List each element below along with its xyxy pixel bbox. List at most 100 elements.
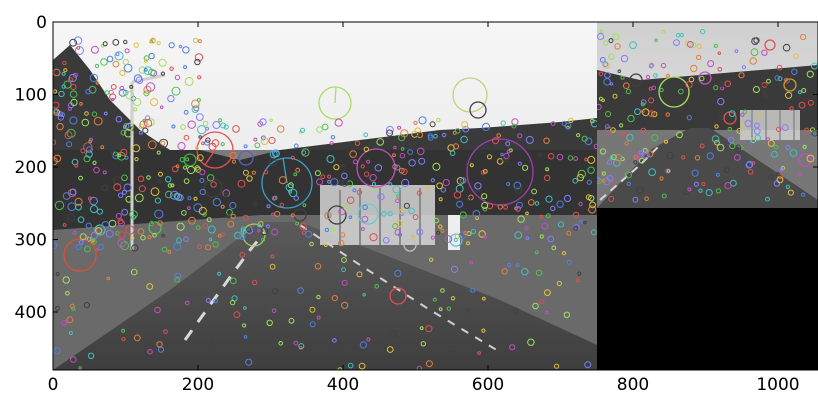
keypoint-circle	[234, 231, 242, 240]
keypoint-circle	[194, 53, 204, 62]
keypoint-circle	[789, 149, 798, 157]
keypoint-circle	[496, 133, 502, 138]
keypoint-circle	[736, 128, 743, 134]
keypoint-circle	[157, 220, 163, 226]
keypoint-circle	[466, 241, 470, 246]
keypoint-circle	[459, 211, 467, 219]
keypoint-circle	[376, 138, 385, 146]
keypoint-circle	[195, 113, 204, 121]
keypoint-circle	[687, 187, 692, 192]
keypoint-circle	[257, 228, 261, 233]
keypoint-circle	[125, 90, 135, 100]
keypoint-circle	[715, 172, 720, 177]
keypoint-circle	[242, 323, 247, 328]
keypoint-circle	[522, 164, 529, 171]
keypoint-circle	[713, 43, 718, 49]
keypoint-circle	[130, 268, 138, 276]
keypoint-circle	[397, 125, 402, 130]
keypoint-circle	[61, 84, 66, 89]
keypoint-circle	[90, 231, 98, 239]
keypoint-circle	[117, 144, 122, 149]
keypoint-circle	[152, 232, 157, 238]
keypoint-circle	[539, 214, 544, 219]
keypoint-circle	[806, 154, 815, 163]
keypoint-circle	[408, 207, 415, 215]
keypoint-circle	[364, 171, 370, 177]
keypoint-circle	[243, 306, 247, 310]
keypoint-circle	[436, 117, 441, 123]
keypoint-circle	[117, 153, 122, 158]
keypoint-circle	[57, 114, 64, 121]
keypoint-circle	[482, 169, 488, 174]
keypoint-circle	[293, 195, 299, 201]
keypoint-circle	[278, 176, 287, 185]
keypoint-circle	[337, 179, 345, 186]
keypoint-circle	[181, 210, 187, 216]
keypoint-circle	[316, 315, 321, 320]
keypoint-circle	[212, 121, 221, 129]
keypoint-circle	[626, 181, 631, 187]
keypoint-circle	[453, 237, 458, 242]
keypoint-circle	[512, 308, 519, 315]
keypoint-circle	[603, 78, 611, 86]
keypoint-circle	[85, 88, 91, 95]
keypoint-circle	[113, 183, 122, 192]
keypoint-circle	[695, 54, 702, 61]
keypoint-circle	[436, 230, 441, 235]
keypoints-main	[53, 36, 597, 370]
keypoint-circle	[223, 192, 229, 198]
keypoint-circle	[288, 317, 295, 324]
keypoint-circle	[186, 165, 196, 175]
keypoint-circle	[309, 306, 316, 313]
keypoint-circle	[202, 212, 207, 217]
keypoint-circle	[229, 299, 236, 306]
keypoint-circle	[521, 268, 529, 276]
keypoint-circle	[229, 201, 237, 210]
keypoint-circle	[81, 118, 90, 127]
keypoint-circle	[68, 73, 77, 83]
keypoint-circle	[276, 125, 285, 133]
keypoint-circle	[566, 230, 572, 236]
keypoint-circle	[467, 196, 472, 201]
keypoint-circle	[165, 190, 173, 199]
keypoint-circle	[362, 293, 366, 297]
keypoint-circle	[167, 249, 172, 254]
keypoint-circle	[528, 199, 535, 206]
keypoint-circle	[138, 185, 146, 193]
keypoint-circle	[506, 263, 512, 268]
keypoint-circle	[516, 201, 523, 209]
keypoint-circle	[297, 287, 304, 294]
keypoint-circle	[85, 222, 92, 229]
keypoint-circle	[187, 196, 192, 201]
keypoint-circle	[124, 48, 130, 54]
keypoint-circle	[72, 230, 77, 235]
keypoint-circle	[95, 227, 103, 235]
keypoint-circle	[634, 108, 641, 116]
keypoint-circle	[690, 42, 697, 49]
keypoint-circle	[358, 362, 366, 370]
keypoint-circle	[550, 205, 556, 212]
keypoint-circle	[117, 218, 124, 225]
keypoint-circle	[456, 177, 465, 185]
keypoint-circle	[158, 138, 169, 148]
keypoint-circle	[259, 118, 267, 126]
keypoint-circle	[169, 190, 179, 200]
keypoint-circle	[209, 340, 215, 346]
keypoint-circle	[146, 175, 151, 180]
keypoint-circle	[125, 195, 133, 203]
keypoint-circle	[475, 216, 479, 220]
keypoint-circle	[89, 205, 99, 214]
keypoint-circle	[517, 161, 522, 166]
keypoint-circle	[381, 211, 387, 217]
keypoint-circle	[290, 155, 295, 160]
keypoint-circle	[638, 150, 643, 155]
keypoint-circle	[112, 39, 120, 46]
keypoint-circle	[156, 41, 161, 46]
keypoint-circle	[268, 136, 276, 145]
keypoint-circle	[740, 112, 745, 117]
keypoint-circle	[392, 153, 396, 158]
keypoint-circle	[77, 216, 85, 223]
keypoint-circle	[638, 157, 645, 164]
keypoint-circle	[266, 319, 273, 326]
keypoint-circle	[205, 297, 211, 303]
